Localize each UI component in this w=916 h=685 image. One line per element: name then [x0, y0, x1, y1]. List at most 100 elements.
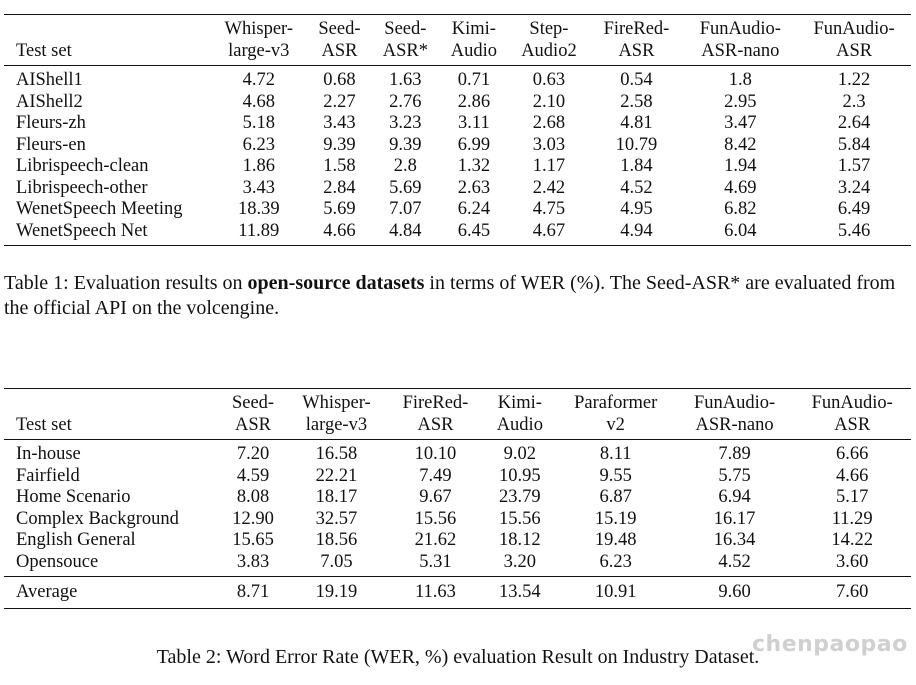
wer-cell: 2.86	[457, 91, 491, 112]
average-cell: 19.19	[286, 576, 387, 609]
wer-cell: 4.81	[620, 113, 653, 133]
wer-cell: 16.34	[713, 530, 756, 550]
column-header: Whisper-large-v3	[286, 388, 387, 440]
table-row: In-house 7.20 16.58 10.10 9.02 8.11 7.89 6.66	[4, 440, 911, 466]
table1-caption-suffix: in terms of WER (%). The Seed-ASR* are e…	[4, 272, 896, 319]
column-header: FunAudio- ASR	[793, 388, 911, 440]
column-header-line: ASR-nano	[695, 415, 774, 435]
wer-cell: 9.39	[323, 134, 356, 155]
wer-cell: 32.57	[315, 508, 358, 529]
wer-cell: 16.58	[315, 444, 358, 464]
wer-cell: 0.68	[323, 70, 356, 90]
column-header-test-set: Test set	[4, 388, 220, 440]
column-header-line: Audio	[450, 41, 497, 61]
column-header: Kimi- Audio	[439, 14, 509, 66]
wer-cell: 6.04	[683, 220, 798, 246]
wer-cell: 1.63	[389, 70, 422, 90]
column-header: Seed- ASR*	[371, 14, 440, 66]
wer-cell: 0.71	[457, 70, 491, 90]
row-label: AIShell1	[16, 70, 83, 90]
column-header-line: Whisper-	[302, 393, 371, 413]
wer-cell: 4.66	[836, 465, 869, 486]
wer-cell: 15.19	[594, 508, 637, 529]
column-header-line: ASR	[618, 41, 655, 61]
wer-cell: 9.67	[419, 487, 452, 507]
wer-cell: 0.63	[532, 70, 566, 90]
wer-cell: 4.72	[242, 70, 275, 90]
wer-cell: 1.32	[457, 156, 491, 176]
wer-cell: 2.63	[457, 177, 491, 198]
table-row: Librispeech-clean 1.86 1.58 2.8 1.32 1.17 1.84…	[4, 156, 911, 178]
wer-cell: 8.11	[599, 444, 632, 464]
wer-cell: 4.59	[236, 465, 270, 486]
row-label: Librispeech-other	[16, 177, 148, 198]
wer-cell: 1.17	[532, 156, 566, 176]
table2-caption: Table 2: Word Error Rate (WER, %) evalua…	[156, 646, 760, 668]
wer-cell: 2.8	[393, 156, 417, 176]
column-header: FunAudio- ASR-nano	[675, 388, 794, 440]
table1-caption-prefix: Table 1: Evaluation results on	[4, 272, 248, 294]
wer-cell: 4.69	[724, 177, 757, 198]
table-row: Fleurs-en 6.23 9.39 9.39 6.99 3.03 10.79 8.42 5.…	[4, 135, 911, 157]
wer-cell: 2.3	[842, 91, 866, 112]
wer-cell: 6.66	[836, 444, 869, 464]
wer-cell: 5.17	[836, 487, 869, 507]
wer-cell: 7.89	[718, 444, 751, 464]
column-header-line: FunAudio-	[693, 393, 776, 413]
table2-body: In-house 7.20 16.58 10.10 9.02 8.11 7.89 6.66 Fa…	[4, 440, 911, 609]
wer-cell: 18.56	[315, 530, 358, 550]
column-header-line: FunAudio-	[699, 19, 781, 39]
average-cell: 8.71	[220, 576, 287, 609]
column-header-line: Audio2	[521, 41, 577, 61]
wer-cell: 3.03	[532, 134, 566, 155]
wer-cell: 2.64	[837, 113, 871, 133]
column-header-line: Test set	[16, 41, 72, 61]
column-header-line: ASR	[235, 415, 272, 435]
wer-cell: 5.69	[389, 177, 422, 198]
wer-cell: 6.23	[242, 134, 275, 155]
wer-cell: 7.20	[236, 444, 270, 464]
row-label: Complex Background	[16, 508, 179, 529]
wer-cell: 4.52	[620, 177, 653, 198]
row-label: English General	[16, 530, 136, 550]
wer-cell: 3.11	[458, 113, 490, 133]
column-header-line: Paraformer	[574, 393, 658, 413]
wer-cell: 5.18	[242, 113, 275, 133]
wer-cell: 18.39	[237, 199, 280, 219]
row-label: Fleurs-zh	[16, 113, 86, 133]
table1-caption: Table 1: Evaluation results on open-sour…	[4, 271, 912, 321]
column-header-line: Seed-	[231, 393, 275, 413]
wer-cell: 6.87	[599, 487, 632, 507]
results-table-open-source: Test set Whisper-large-v3 Seed- ASR Seed- ASR…	[4, 14, 911, 246]
wer-cell: 7.49	[419, 465, 452, 486]
wer-cell: 10.95	[499, 465, 541, 486]
column-header-line: FunAudio-	[813, 19, 895, 39]
wer-cell: 2.84	[323, 177, 356, 198]
column-header: Step- Audio2	[508, 14, 590, 66]
column-header-line: FireRed-	[402, 393, 469, 413]
wer-cell: 8.42	[724, 134, 757, 155]
row-label: Fairfield	[16, 465, 80, 486]
column-header-line: large-v3	[305, 415, 368, 435]
column-header: Seed- ASR	[307, 14, 372, 66]
results-table-industry: Test set Seed- ASR Whisper-large-v3 FireRed-…	[4, 388, 911, 609]
table1-body: AIShell1 4.72 0.68 1.63 0.71 0.63 0.54 1.8 1.22 A…	[4, 66, 911, 246]
column-header-line: Kimi-	[497, 393, 542, 413]
average-cell: 9.60	[675, 576, 794, 609]
wer-cell: 21.62	[414, 530, 457, 550]
watermark: chenpaopao	[752, 632, 908, 657]
row-label: WenetSpeech Net	[4, 220, 210, 246]
column-header-line: Test set	[16, 415, 72, 435]
column-header-line: ASR	[834, 415, 871, 435]
wer-cell: 5.84	[837, 134, 871, 155]
table-row: Fleurs-zh 5.18 3.43 3.23 3.11 2.68 4.81 3.47 2.6…	[4, 113, 911, 135]
column-header-line: ASR*	[382, 41, 428, 61]
wer-cell: 5.46	[797, 220, 911, 246]
wer-cell: 3.24	[837, 177, 871, 198]
wer-cell: 9.02	[503, 444, 536, 464]
column-header-test-set: Test set	[4, 14, 210, 66]
average-cell: 11.63	[386, 576, 485, 609]
wer-cell: 2.27	[323, 91, 356, 112]
wer-cell: 6.49	[837, 199, 871, 219]
wer-cell: 3.43	[323, 113, 356, 133]
